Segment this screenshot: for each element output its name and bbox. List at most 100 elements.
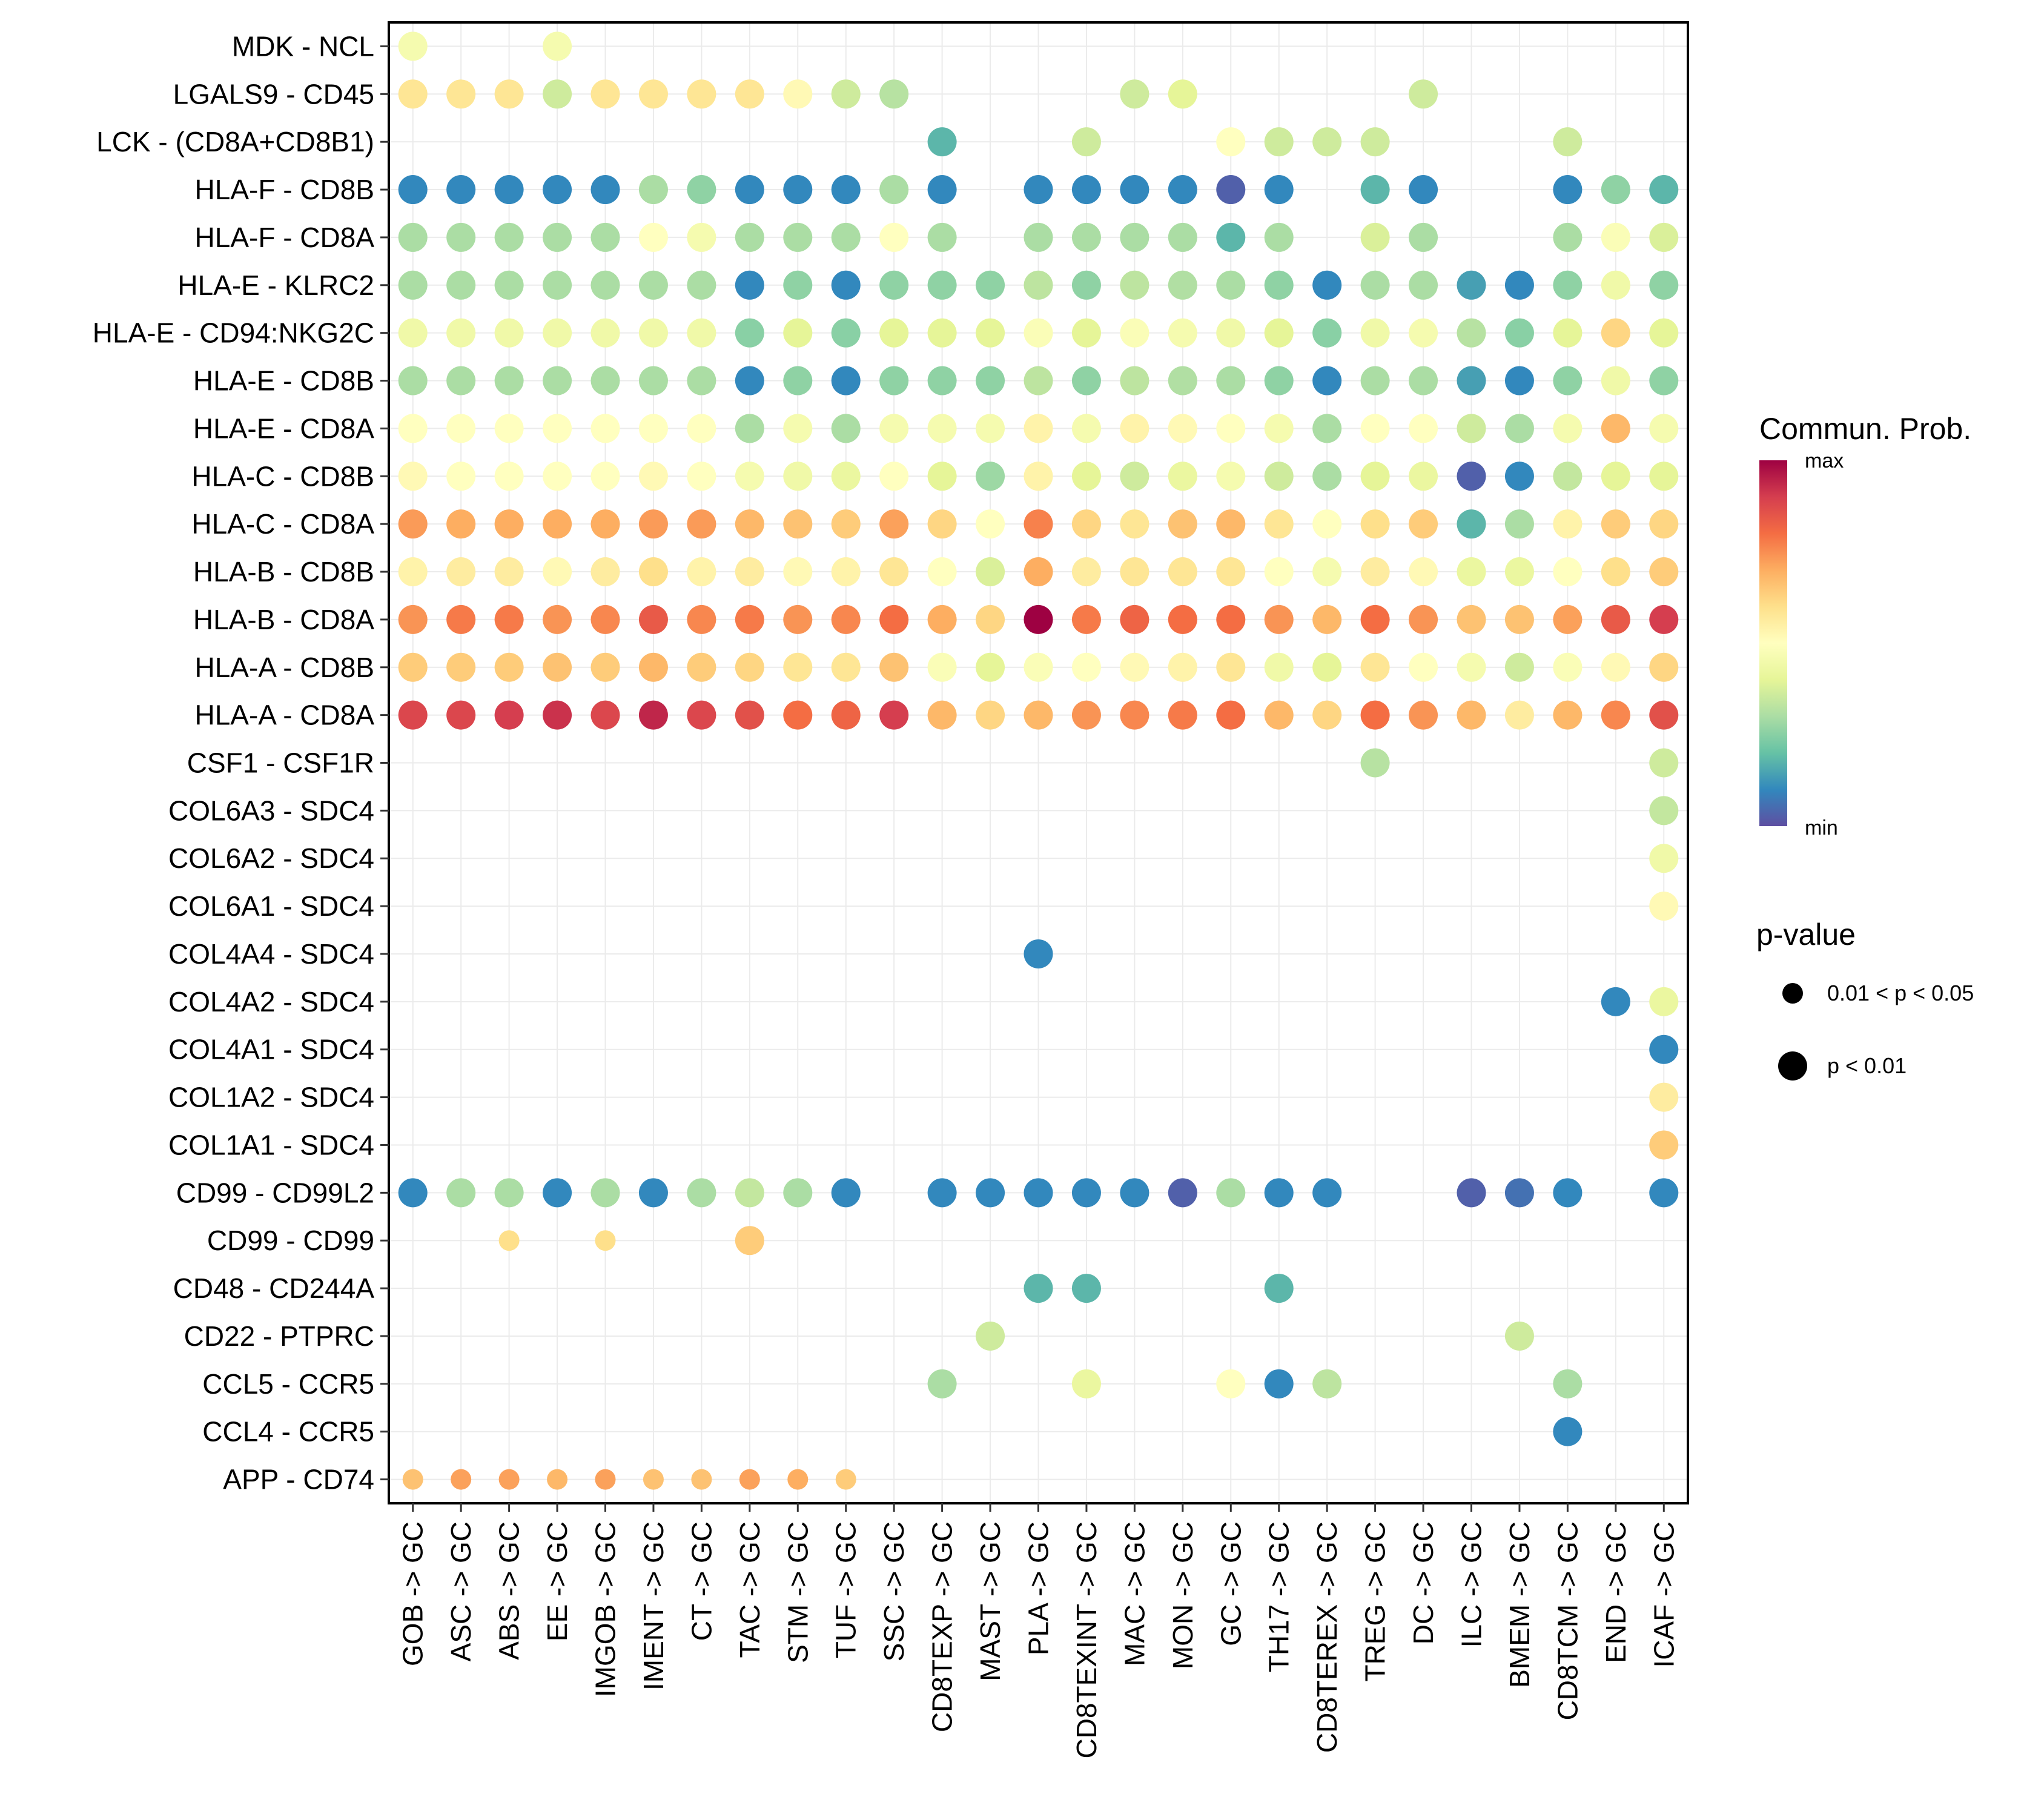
dot: CD99 - CD99L2 | ILC -> GC bbox=[1457, 1178, 1486, 1208]
dot: HLA-E - KLRC2 | ABS -> GC bbox=[494, 270, 524, 300]
dot: HLA-E - CD8A | CD8TCM -> GC bbox=[1553, 414, 1583, 443]
x-tick-label: ILC -> GC bbox=[1456, 1521, 1487, 1647]
dot: HLA-C - CD8A | CD8TEXINT -> GC bbox=[1071, 509, 1101, 539]
dot: HLA-E - CD8A | ILC -> GC bbox=[1457, 414, 1486, 443]
dot: HLA-B - CD8B | TUF -> GC bbox=[831, 557, 861, 587]
dot: HLA-B - CD8A | GC -> GC bbox=[1216, 604, 1246, 634]
dot: HLA-C - CD8B | SSC -> GC bbox=[879, 462, 909, 491]
dot: HLA-A - CD8A | CD8TEREX -> GC bbox=[1312, 700, 1342, 730]
dot: HLA-F - CD8A | TAC -> GC bbox=[735, 222, 764, 252]
dot: HLA-B - CD8A | TAC -> GC bbox=[735, 604, 764, 634]
dot: HLA-F - CD8A | ASC -> GC bbox=[446, 222, 476, 252]
dot: HLA-A - CD8B | CT -> GC bbox=[687, 652, 716, 682]
y-tick-label: HLA-A - CD8A bbox=[194, 700, 374, 731]
dot: HLA-F - CD8B | TUF -> GC bbox=[831, 175, 861, 205]
dot: LGALS9 - CD45 | GOB -> GC bbox=[398, 79, 428, 109]
dot: CD99 - CD99L2 | ASC -> GC bbox=[446, 1178, 476, 1208]
dot: HLA-C - CD8A | END -> GC bbox=[1601, 509, 1630, 539]
dot: HLA-F - CD8A | CD8TCM -> GC bbox=[1553, 222, 1583, 252]
dot: HLA-E - KLRC2 | TH17 -> GC bbox=[1264, 270, 1294, 300]
dot: CD99 - CD99 | IMGOB -> GC bbox=[595, 1230, 616, 1251]
dot: APP - CD74 | GOB -> GC bbox=[402, 1469, 423, 1490]
dot: HLA-B - CD8A | ILC -> GC bbox=[1457, 604, 1486, 634]
dot: HLA-E - CD8B | CD8TEXP -> GC bbox=[927, 366, 957, 396]
x-tick-label: MAC -> GC bbox=[1119, 1521, 1150, 1666]
y-tick-label: HLA-E - CD94:NKG2C bbox=[93, 317, 374, 349]
dot: HLA-E - KLRC2 | CT -> GC bbox=[687, 270, 716, 300]
dot: HLA-E - KLRC2 | CD8TEREX -> GC bbox=[1312, 270, 1342, 300]
dot: HLA-B - CD8A | IMENT -> GC bbox=[638, 604, 668, 634]
dot: HLA-A - CD8A | SSC -> GC bbox=[879, 700, 909, 730]
dot: HLA-E - CD8B | CT -> GC bbox=[687, 366, 716, 396]
y-tick-label: HLA-B - CD8B bbox=[193, 556, 374, 587]
dot: HLA-C - CD8A | IMENT -> GC bbox=[638, 509, 668, 539]
dot: HLA-B - CD8B | MON -> GC bbox=[1168, 557, 1197, 587]
dot: HLA-B - CD8B | CT -> GC bbox=[687, 557, 716, 587]
dot: CD99 - CD99L2 | TUF -> GC bbox=[831, 1178, 861, 1208]
dot: HLA-B - CD8B | BMEM -> GC bbox=[1504, 557, 1534, 587]
dot: LCK - (CD8A+CD8B1) | TH17 -> GC bbox=[1264, 127, 1294, 157]
dot: HLA-E - CD8B | CD8TEXINT -> GC bbox=[1071, 366, 1101, 396]
dot: HLA-F - CD8B | EE -> GC bbox=[543, 175, 572, 205]
y-tick-label: COL4A2 - SDC4 bbox=[168, 986, 374, 1018]
dot: HLA-E - KLRC2 | EE -> GC bbox=[543, 270, 572, 300]
dot: LCK - (CD8A+CD8B1) | CD8TCM -> GC bbox=[1553, 127, 1583, 157]
x-tick-label: IMGOB -> GC bbox=[590, 1521, 621, 1697]
dot: HLA-C - CD8A | MAC -> GC bbox=[1120, 509, 1149, 539]
dot: HLA-F - CD8B | ASC -> GC bbox=[446, 175, 476, 205]
dot: HLA-E - CD8A | CD8TEREX -> GC bbox=[1312, 414, 1342, 443]
dot: HLA-C - CD8B | IMENT -> GC bbox=[638, 462, 668, 491]
x-tick-label: CD8TEREX -> GC bbox=[1311, 1521, 1343, 1753]
dot: HLA-E - KLRC2 | CD8TEXINT -> GC bbox=[1071, 270, 1101, 300]
dot: HLA-E - KLRC2 | CD8TEXP -> GC bbox=[927, 270, 957, 300]
dot: CD48 - CD244A | CD8TEXINT -> GC bbox=[1071, 1274, 1101, 1303]
dot: HLA-E - CD8B | CD8TCM -> GC bbox=[1553, 366, 1583, 396]
dot: HLA-B - CD8A | TREG -> GC bbox=[1360, 604, 1390, 634]
y-tick-label: CD99 - CD99L2 bbox=[176, 1177, 374, 1208]
dot: HLA-C - CD8A | ILC -> GC bbox=[1457, 509, 1486, 539]
dot: CD99 - CD99L2 | IMENT -> GC bbox=[638, 1178, 668, 1208]
dot: HLA-E - CD8B | STM -> GC bbox=[783, 366, 813, 396]
dot: HLA-E - CD8A | BMEM -> GC bbox=[1504, 414, 1534, 443]
dot: HLA-F - CD8A | IMENT -> GC bbox=[638, 222, 668, 252]
dot: HLA-E - KLRC2 | CD8TCM -> GC bbox=[1553, 270, 1583, 300]
dot: HLA-C - CD8A | TUF -> GC bbox=[831, 509, 861, 539]
dot: LGALS9 - CD45 | TUF -> GC bbox=[831, 79, 861, 109]
dot: HLA-E - CD8A | ABS -> GC bbox=[494, 414, 524, 443]
y-tick-label: COL6A1 - SDC4 bbox=[168, 890, 374, 922]
dot: HLA-F - CD8B | CD8TCM -> GC bbox=[1553, 175, 1583, 205]
y-tick-label: COL1A1 - SDC4 bbox=[168, 1129, 374, 1160]
dot: HLA-E - CD8B | MAST -> GC bbox=[976, 366, 1005, 396]
dot: HLA-A - CD8B | TUF -> GC bbox=[831, 652, 861, 682]
y-tick-label: CCL5 - CCR5 bbox=[202, 1368, 374, 1400]
y-tick-label: COL4A1 - SDC4 bbox=[168, 1034, 374, 1065]
dot: APP - CD74 | TAC -> GC bbox=[739, 1469, 760, 1490]
dot: COL4A2 - SDC4 | END -> GC bbox=[1601, 987, 1630, 1016]
dot: HLA-A - CD8A | CT -> GC bbox=[687, 700, 716, 730]
dot: HLA-F - CD8B | CT -> GC bbox=[687, 175, 716, 205]
dot: HLA-A - CD8A | GOB -> GC bbox=[398, 700, 428, 730]
dot: HLA-E - KLRC2 | ILC -> GC bbox=[1457, 270, 1486, 300]
dot: HLA-A - CD8A | ABS -> GC bbox=[494, 700, 524, 730]
dot: HLA-B - CD8B | STM -> GC bbox=[783, 557, 813, 587]
dot: CD99 - CD99L2 | STM -> GC bbox=[783, 1178, 813, 1208]
dot: HLA-E - CD94:NKG2C | CD8TEXP -> GC bbox=[927, 318, 957, 348]
dot: HLA-C - CD8A | TH17 -> GC bbox=[1264, 509, 1294, 539]
dot: HLA-E - CD94:NKG2C | TUF -> GC bbox=[831, 318, 861, 348]
x-tick-label: GC -> GC bbox=[1215, 1521, 1246, 1646]
dot: HLA-F - CD8A | MON -> GC bbox=[1168, 222, 1197, 252]
dot: HLA-C - CD8B | GC -> GC bbox=[1216, 462, 1246, 491]
x-tick-label: CD8TCM -> GC bbox=[1552, 1521, 1583, 1720]
dot: HLA-E - CD94:NKG2C | ILC -> GC bbox=[1457, 318, 1486, 348]
dot: HLA-F - CD8A | ICAF -> GC bbox=[1649, 222, 1679, 252]
dot: HLA-E - CD94:NKG2C | CD8TEREX -> GC bbox=[1312, 318, 1342, 348]
pvalue-legend-title: p-value bbox=[1756, 918, 1856, 952]
dot: HLA-F - CD8B | SSC -> GC bbox=[879, 175, 909, 205]
dot: HLA-C - CD8B | CD8TEXINT -> GC bbox=[1071, 462, 1101, 491]
x-tick-label: GOB -> GC bbox=[397, 1521, 429, 1666]
dot: LGALS9 - CD45 | DC -> GC bbox=[1409, 79, 1438, 109]
dot: LGALS9 - CD45 | ASC -> GC bbox=[446, 79, 476, 109]
dot: CD99 - CD99L2 | MON -> GC bbox=[1168, 1178, 1197, 1208]
dot: HLA-C - CD8A | DC -> GC bbox=[1409, 509, 1438, 539]
y-tick-label: CSF1 - CSF1R bbox=[187, 747, 374, 779]
